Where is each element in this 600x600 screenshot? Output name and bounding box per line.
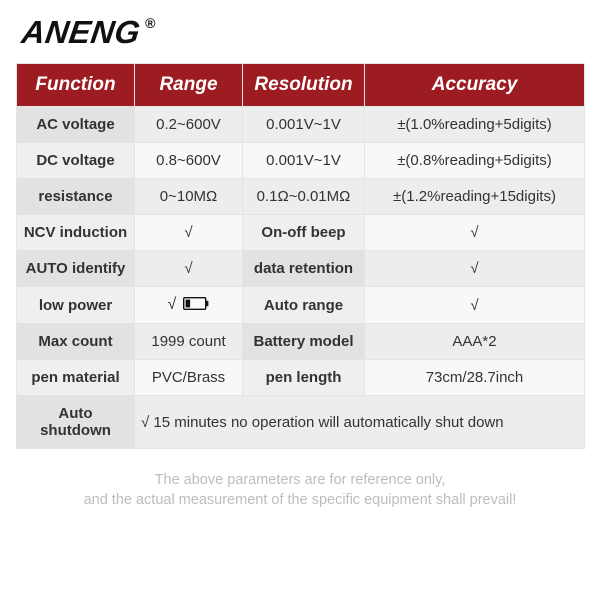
cell-feature: Battery model — [243, 324, 365, 360]
table-row: low power √ Auto range √ — [17, 287, 585, 324]
cell-function: NCV induction — [17, 215, 135, 251]
table-row: Auto shutdown √ 15 minutes no operation … — [17, 396, 585, 449]
cell-resolution: 0.1Ω~0.01MΩ — [243, 179, 365, 215]
header-resolution: Resolution — [243, 64, 365, 107]
battery-low-icon — [183, 297, 209, 314]
cell-check: √ — [365, 287, 585, 324]
cell-value: 73cm/28.7inch — [365, 360, 585, 396]
cell-check: √ — [135, 251, 243, 287]
cell-range: 0.8~600V — [135, 143, 243, 179]
cell-check: √ — [365, 251, 585, 287]
cell-feature: On-off beep — [243, 215, 365, 251]
table-header-row: Function Range Resolution Accuracy — [17, 64, 585, 107]
table-row: Max count 1999 count Battery model AAA*2 — [17, 324, 585, 360]
brand-registered: ® — [145, 15, 155, 31]
footnote: The above parameters are for reference o… — [16, 471, 584, 510]
cell-function: resistance — [17, 179, 135, 215]
cell-check: √ — [168, 296, 177, 313]
cell-function: low power — [17, 287, 135, 324]
header-range: Range — [135, 64, 243, 107]
header-accuracy: Accuracy — [365, 64, 585, 107]
cell-feature: Auto range — [243, 287, 365, 324]
cell-value: 1999 count — [135, 324, 243, 360]
cell-accuracy: ±(1.0%reading+5digits) — [365, 107, 585, 143]
cell-range: 0.2~600V — [135, 107, 243, 143]
cell-range: 0~10MΩ — [135, 179, 243, 215]
table-row: AUTO identify √ data retention √ — [17, 251, 585, 287]
cell-value: AAA*2 — [365, 324, 585, 360]
table-row: resistance 0~10MΩ 0.1Ω~0.01MΩ ±(1.2%read… — [17, 179, 585, 215]
product-spec-page: ANENG ® Function Range Resolution Accura… — [0, 0, 600, 510]
cell-function: pen material — [17, 360, 135, 396]
cell-lowpower: √ — [135, 287, 243, 324]
cell-check: √ — [365, 215, 585, 251]
cell-accuracy: ±(1.2%reading+15digits) — [365, 179, 585, 215]
brand-name: ANENG — [19, 14, 142, 51]
footnote-line2: and the actual measurement of the specif… — [84, 492, 517, 508]
cell-resolution: 0.001V~1V — [243, 107, 365, 143]
table-row: pen material PVC/Brass pen length 73cm/2… — [17, 360, 585, 396]
cell-feature: pen length — [243, 360, 365, 396]
cell-function: Auto shutdown — [17, 396, 135, 449]
cell-value: PVC/Brass — [135, 360, 243, 396]
cell-resolution: 0.001V~1V — [243, 143, 365, 179]
cell-function: AUTO identify — [17, 251, 135, 287]
header-function: Function — [17, 64, 135, 107]
cell-auto-shutdown: √ 15 minutes no operation will automatic… — [135, 396, 585, 449]
cell-function: Max count — [17, 324, 135, 360]
spec-table: Function Range Resolution Accuracy AC vo… — [16, 63, 585, 449]
cell-function: DC voltage — [17, 143, 135, 179]
table-row: NCV induction √ On-off beep √ — [17, 215, 585, 251]
cell-function: AC voltage — [17, 107, 135, 143]
footnote-line1: The above parameters are for reference o… — [155, 472, 446, 488]
table-row: AC voltage 0.2~600V 0.001V~1V ±(1.0%read… — [17, 107, 585, 143]
cell-accuracy: ±(0.8%reading+5digits) — [365, 143, 585, 179]
cell-check: √ — [135, 215, 243, 251]
brand-logo: ANENG ® — [22, 14, 584, 51]
cell-feature: data retention — [243, 251, 365, 287]
table-row: DC voltage 0.8~600V 0.001V~1V ±(0.8%read… — [17, 143, 585, 179]
